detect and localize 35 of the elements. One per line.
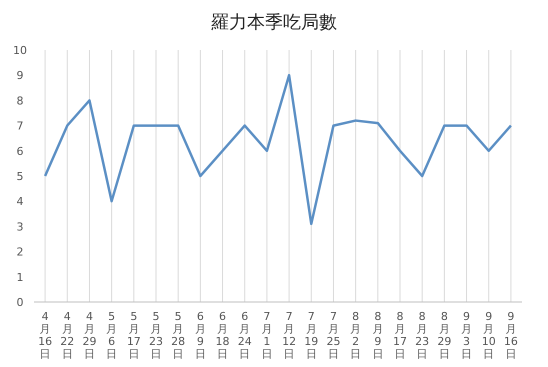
x-tick-label: 4月22日 (60, 310, 74, 360)
x-tick-label: 8月23日 (415, 310, 430, 360)
x-tick-label: 6月9日 (194, 310, 206, 360)
x-tick-label: 8月17日 (393, 310, 407, 360)
x-tick-label: 6月24日 (238, 310, 252, 360)
x-tick-label: 5月6日 (106, 310, 118, 360)
x-tick-label: 9月3日 (461, 310, 472, 360)
chart-title: 羅力本季吃局數 (211, 12, 337, 33)
y-tick-label: 8 (16, 94, 24, 108)
x-tick-label: 9月10日 (482, 310, 496, 360)
x-tick-label: 7月25日 (326, 310, 340, 360)
y-tick-label: 10 (13, 44, 27, 57)
x-tick-label: 7月19日 (304, 310, 318, 360)
y-tick-label: 6 (16, 144, 24, 158)
y-tick-label: 1 (16, 270, 24, 284)
y-tick-label: 0 (16, 296, 24, 309)
y-tick-label: 2 (16, 246, 24, 259)
x-tick-label: 5月17日 (126, 310, 141, 360)
line-series (44, 74, 512, 226)
x-tick-label: 6月18日 (216, 310, 230, 360)
x-tick-label: 4月29日 (82, 310, 96, 360)
y-tick-label: 3 (16, 220, 24, 234)
x-tick-label: 8月9日 (372, 310, 384, 360)
x-tick-label: 4月16日 (38, 310, 52, 360)
x-tick-label: 5月28日 (171, 310, 186, 360)
x-tick-label: 5月23日 (149, 310, 163, 360)
x-tick-label: 8月29日 (437, 310, 452, 360)
x-tick-label: 7月12日 (282, 310, 296, 360)
x-tick-label: 7月1日 (261, 310, 272, 360)
y-tick-label: 5 (16, 170, 24, 183)
y-tick-label: 7 (16, 120, 24, 133)
y-tick-label: 9 (16, 69, 24, 82)
x-tick-label: 8月2日 (350, 310, 362, 360)
y-tick-label: 4 (16, 195, 24, 208)
x-tick-label: 9月16日 (504, 310, 518, 360)
